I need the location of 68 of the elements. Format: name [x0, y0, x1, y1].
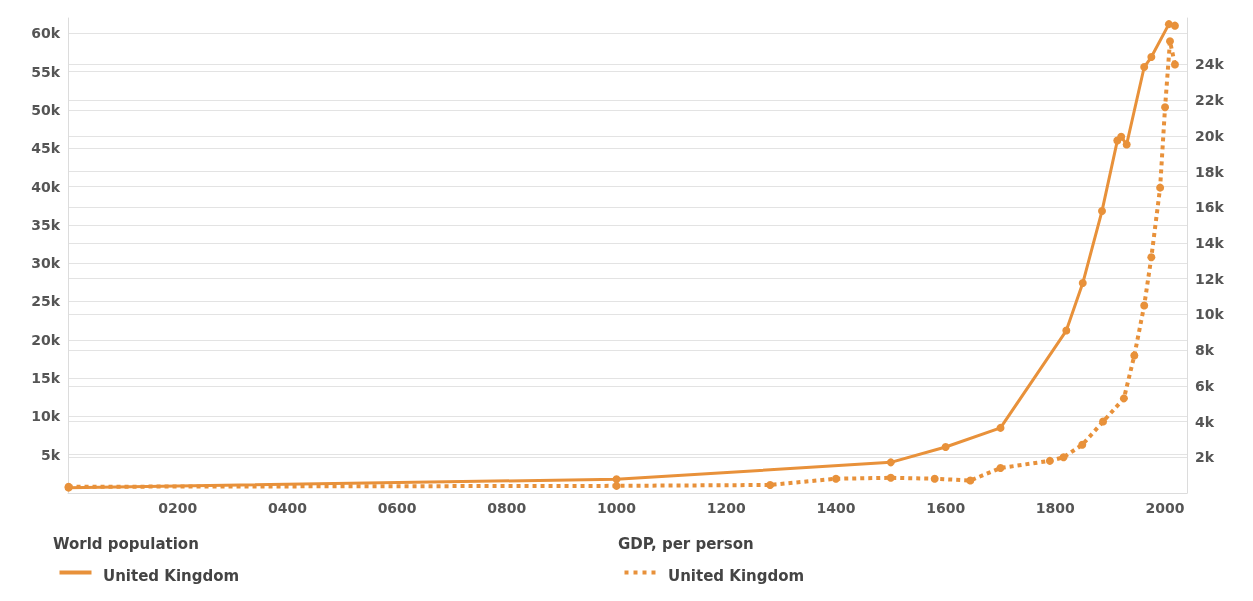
point: [1170, 60, 1179, 69]
y-tick-label: 15k: [31, 370, 61, 387]
text: GDP, per person: [618, 534, 754, 553]
point: [612, 481, 621, 490]
point: [1161, 103, 1170, 112]
x-tick-label: 1200: [706, 500, 746, 516]
y2-tick-label: 24k: [1195, 56, 1225, 73]
y-tick-label: 40k: [31, 178, 61, 195]
x-tick-label: 0800: [487, 500, 527, 516]
point: [1078, 440, 1087, 449]
point: [1156, 183, 1165, 192]
point: [1130, 351, 1139, 360]
x-tick-label: 0400: [267, 500, 308, 516]
y2-tick-label: 22k: [1195, 92, 1225, 109]
y-tick-label: 55k: [31, 63, 61, 80]
legend-label: United Kingdom: [668, 566, 805, 585]
point: [1119, 394, 1128, 403]
point: [766, 480, 775, 489]
y2-tick-label: 4k: [1195, 413, 1215, 430]
x-tick-label: 1800: [1035, 500, 1076, 516]
point: [831, 474, 840, 483]
point: [930, 474, 939, 483]
point: [996, 423, 1005, 432]
point: [1097, 207, 1106, 216]
y-tick-label: 30k: [31, 255, 61, 272]
y-tick-label: 25k: [31, 293, 61, 310]
point: [1166, 37, 1174, 46]
point: [1122, 140, 1131, 149]
y-tick-label: 45k: [31, 140, 61, 157]
point: [1140, 301, 1149, 310]
point: [1147, 253, 1156, 262]
point: [1078, 279, 1087, 288]
y2-tick-label: 20k: [1195, 127, 1225, 144]
point: [1117, 132, 1126, 141]
x-tick-label: 1000: [597, 500, 637, 516]
point: [1059, 453, 1068, 462]
point: [966, 476, 975, 485]
y2-tick-label: 2k: [1195, 449, 1215, 466]
x-tick-label: 1400: [816, 500, 856, 516]
y2-tick-label: 8k: [1195, 342, 1215, 359]
point: [1062, 326, 1071, 335]
y-tick-label: 35k: [31, 216, 61, 233]
point: [886, 458, 895, 467]
point: [1140, 63, 1149, 72]
x-tick-label: 0200: [158, 500, 198, 516]
point: [1045, 456, 1054, 465]
y2-tick-label: 18k: [1195, 163, 1225, 180]
point: [1099, 417, 1108, 426]
point: [1147, 53, 1156, 62]
y-tick-label: 10k: [31, 408, 61, 425]
y2-tick-label: 10k: [1195, 306, 1225, 323]
point: [1170, 21, 1179, 30]
y-tick-label: 60k: [31, 25, 61, 42]
x-tick-label: 0600: [377, 500, 417, 516]
y2-tick-label: 14k: [1195, 235, 1225, 251]
point: [996, 464, 1005, 472]
point: [886, 473, 895, 482]
legend-label: United Kingdom: [103, 566, 240, 585]
x-tick-label: 2000: [1145, 500, 1185, 516]
y2-tick-label: 16k: [1195, 199, 1225, 216]
y-tick-label: 5k: [40, 446, 61, 463]
y-tick-label: 20k: [31, 331, 61, 348]
point: [941, 443, 950, 452]
x-tick-label: 1600: [926, 500, 966, 516]
y-tick-label: 50k: [31, 101, 61, 118]
y2-tick-label: 6k: [1195, 377, 1215, 394]
y2-tick-label: 12k: [1195, 270, 1225, 287]
text: World population: [53, 534, 199, 553]
